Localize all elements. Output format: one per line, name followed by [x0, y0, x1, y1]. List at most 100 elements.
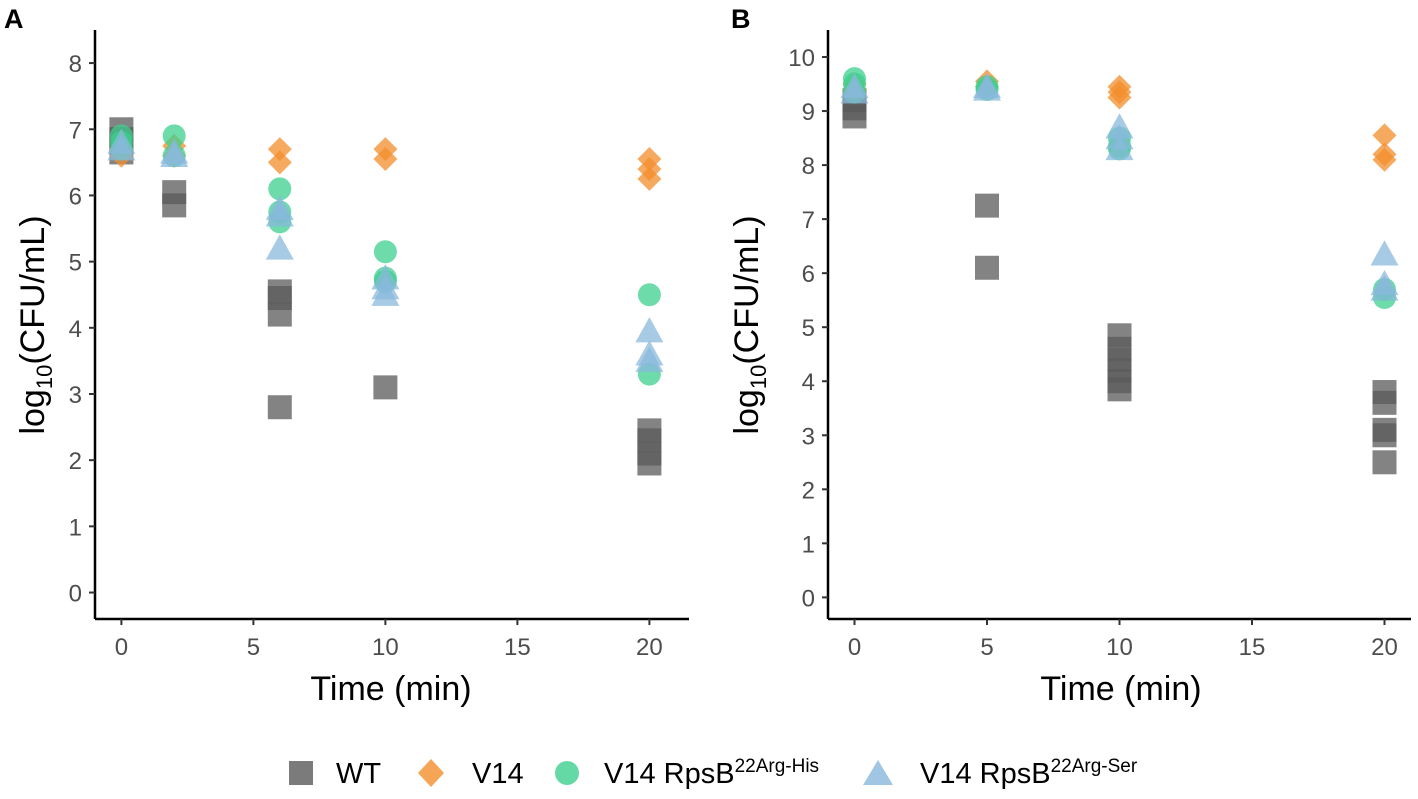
- y-tick-label: 5: [69, 250, 82, 277]
- data-point: [265, 234, 294, 260]
- x-tick-label: 5: [247, 634, 260, 661]
- data-point: [1370, 275, 1399, 301]
- y-tick-label: 9: [802, 99, 815, 126]
- y-tick-label: 0: [802, 585, 815, 612]
- data-point: [1372, 123, 1397, 148]
- x-axis-title-a: Time (min): [310, 670, 471, 708]
- y-tick-label: 2: [802, 477, 815, 504]
- data-point: [637, 283, 661, 307]
- data-point: [1372, 147, 1397, 172]
- legend: WT V14 V14 RpsB22Arg-His V14 RpsB22Arg-S…: [289, 756, 1138, 790]
- data-point: [637, 166, 662, 191]
- data-point: [267, 137, 292, 162]
- data-point: [1370, 240, 1399, 266]
- data-point: [373, 240, 397, 264]
- legend-label-v14: V14: [472, 758, 524, 790]
- data-point: [635, 317, 664, 343]
- legend-item-rpsb-his: V14 RpsB22Arg-His: [555, 756, 819, 790]
- y-tick-label: 8: [802, 153, 815, 180]
- data-point: [267, 150, 292, 175]
- x-tick-label: 20: [1371, 634, 1398, 661]
- y-axis-title-a-base: log: [14, 389, 52, 434]
- data-point: [268, 177, 292, 201]
- y-tick-label: 0: [69, 581, 82, 608]
- legend-item-rpsb-ser: V14 RpsB22Arg-Ser: [863, 756, 1138, 790]
- y-tick-label: 6: [69, 183, 82, 210]
- x-tick-label: 10: [1106, 634, 1133, 661]
- y-tick-label: 2: [69, 448, 82, 475]
- data-point: [1372, 390, 1397, 415]
- data-point: [373, 375, 398, 400]
- data-point: [1105, 134, 1134, 161]
- series-v14: [109, 133, 662, 191]
- legend-square-marker: [289, 761, 313, 785]
- data-point: [371, 280, 400, 306]
- legend-label-rpsb-his-base: V14 RpsB: [604, 758, 735, 790]
- y-tick-label: 1: [69, 514, 82, 541]
- y-axis-title-a-rest: (CFU/mL): [14, 215, 52, 364]
- data-point: [975, 193, 999, 218]
- y-tick-label: 4: [69, 316, 82, 343]
- y-tick-label: 4: [802, 369, 815, 396]
- data-point: [267, 395, 292, 420]
- data-point: [637, 451, 662, 476]
- y-tick-label: 10: [788, 45, 815, 72]
- series-wt: [842, 88, 1397, 475]
- legend-label-rpsb-his-sup: 22Arg-His: [735, 756, 819, 777]
- legend-label-wt: WT: [336, 758, 381, 790]
- legend-label-rpsb-ser: V14 RpsB22Arg-Ser: [920, 756, 1138, 790]
- x-tick-label: 15: [504, 634, 531, 661]
- legend-diamond-marker: [418, 759, 444, 787]
- x-tick-label: 10: [372, 634, 399, 661]
- legend-label-rpsb-ser-sup: 22Arg-Ser: [1051, 756, 1138, 777]
- y-axis-title-b-sub: 10: [746, 365, 771, 389]
- data-point: [635, 346, 664, 373]
- data-point: [162, 124, 186, 148]
- y-tick-label: 8: [69, 51, 82, 78]
- y-axis-title-b-base: log: [728, 389, 766, 434]
- data-point: [840, 78, 869, 104]
- x-tick-label: 0: [848, 634, 861, 661]
- data-point: [973, 75, 1001, 101]
- y-tick-label: 3: [69, 382, 82, 409]
- x-tick-label: 15: [1239, 634, 1266, 661]
- panel-label-a: A: [4, 4, 24, 34]
- data-point: [373, 147, 398, 172]
- data-point: [1107, 85, 1132, 110]
- y-axis-title-a-sub: 10: [32, 365, 57, 389]
- y-axis-title-b: log10(CFU/mL): [728, 215, 771, 434]
- plot-area-a: 0 1 2 3 4 5 6 7 8 0 5 10 15 20: [69, 30, 689, 661]
- y-tick-label: 6: [802, 261, 815, 288]
- data-point: [1107, 377, 1132, 402]
- x-tick-label: 20: [636, 634, 663, 661]
- legend-label-rpsb-his: V14 RpsB22Arg-His: [604, 756, 819, 790]
- series-v14-rpsb22arg-ser: [840, 72, 1399, 301]
- data-point: [265, 201, 294, 227]
- legend-item-v14: V14: [418, 758, 524, 790]
- y-tick-label: 5: [802, 315, 815, 342]
- data-point: [107, 135, 136, 161]
- y-tick-label: 7: [69, 117, 82, 144]
- data-point: [267, 302, 292, 327]
- panel-label-b: B: [731, 4, 751, 34]
- data-point: [1372, 450, 1397, 475]
- series-v14-rpsb22arg-ser: [107, 128, 664, 373]
- data-point: [842, 104, 867, 129]
- plot-area-b: 0 1 2 3 4 5 6 7 8 9 10 0 5 10 15 20: [788, 30, 1411, 661]
- x-tick-label: 0: [115, 634, 128, 661]
- y-axis-title-a: log10(CFU/mL): [14, 215, 57, 434]
- legend-circle-marker: [555, 761, 579, 785]
- legend-triangle-marker: [863, 760, 893, 785]
- legend-label-rpsb-ser-base: V14 RpsB: [920, 758, 1051, 790]
- legend-item-wt: WT: [289, 758, 381, 790]
- data-point: [162, 193, 187, 218]
- data-point: [160, 141, 189, 167]
- x-tick-label: 5: [980, 634, 993, 661]
- y-tick-label: 3: [802, 423, 815, 450]
- y-tick-label: 1: [802, 531, 815, 558]
- data-point: [1372, 423, 1397, 448]
- y-tick-label: 7: [802, 207, 815, 234]
